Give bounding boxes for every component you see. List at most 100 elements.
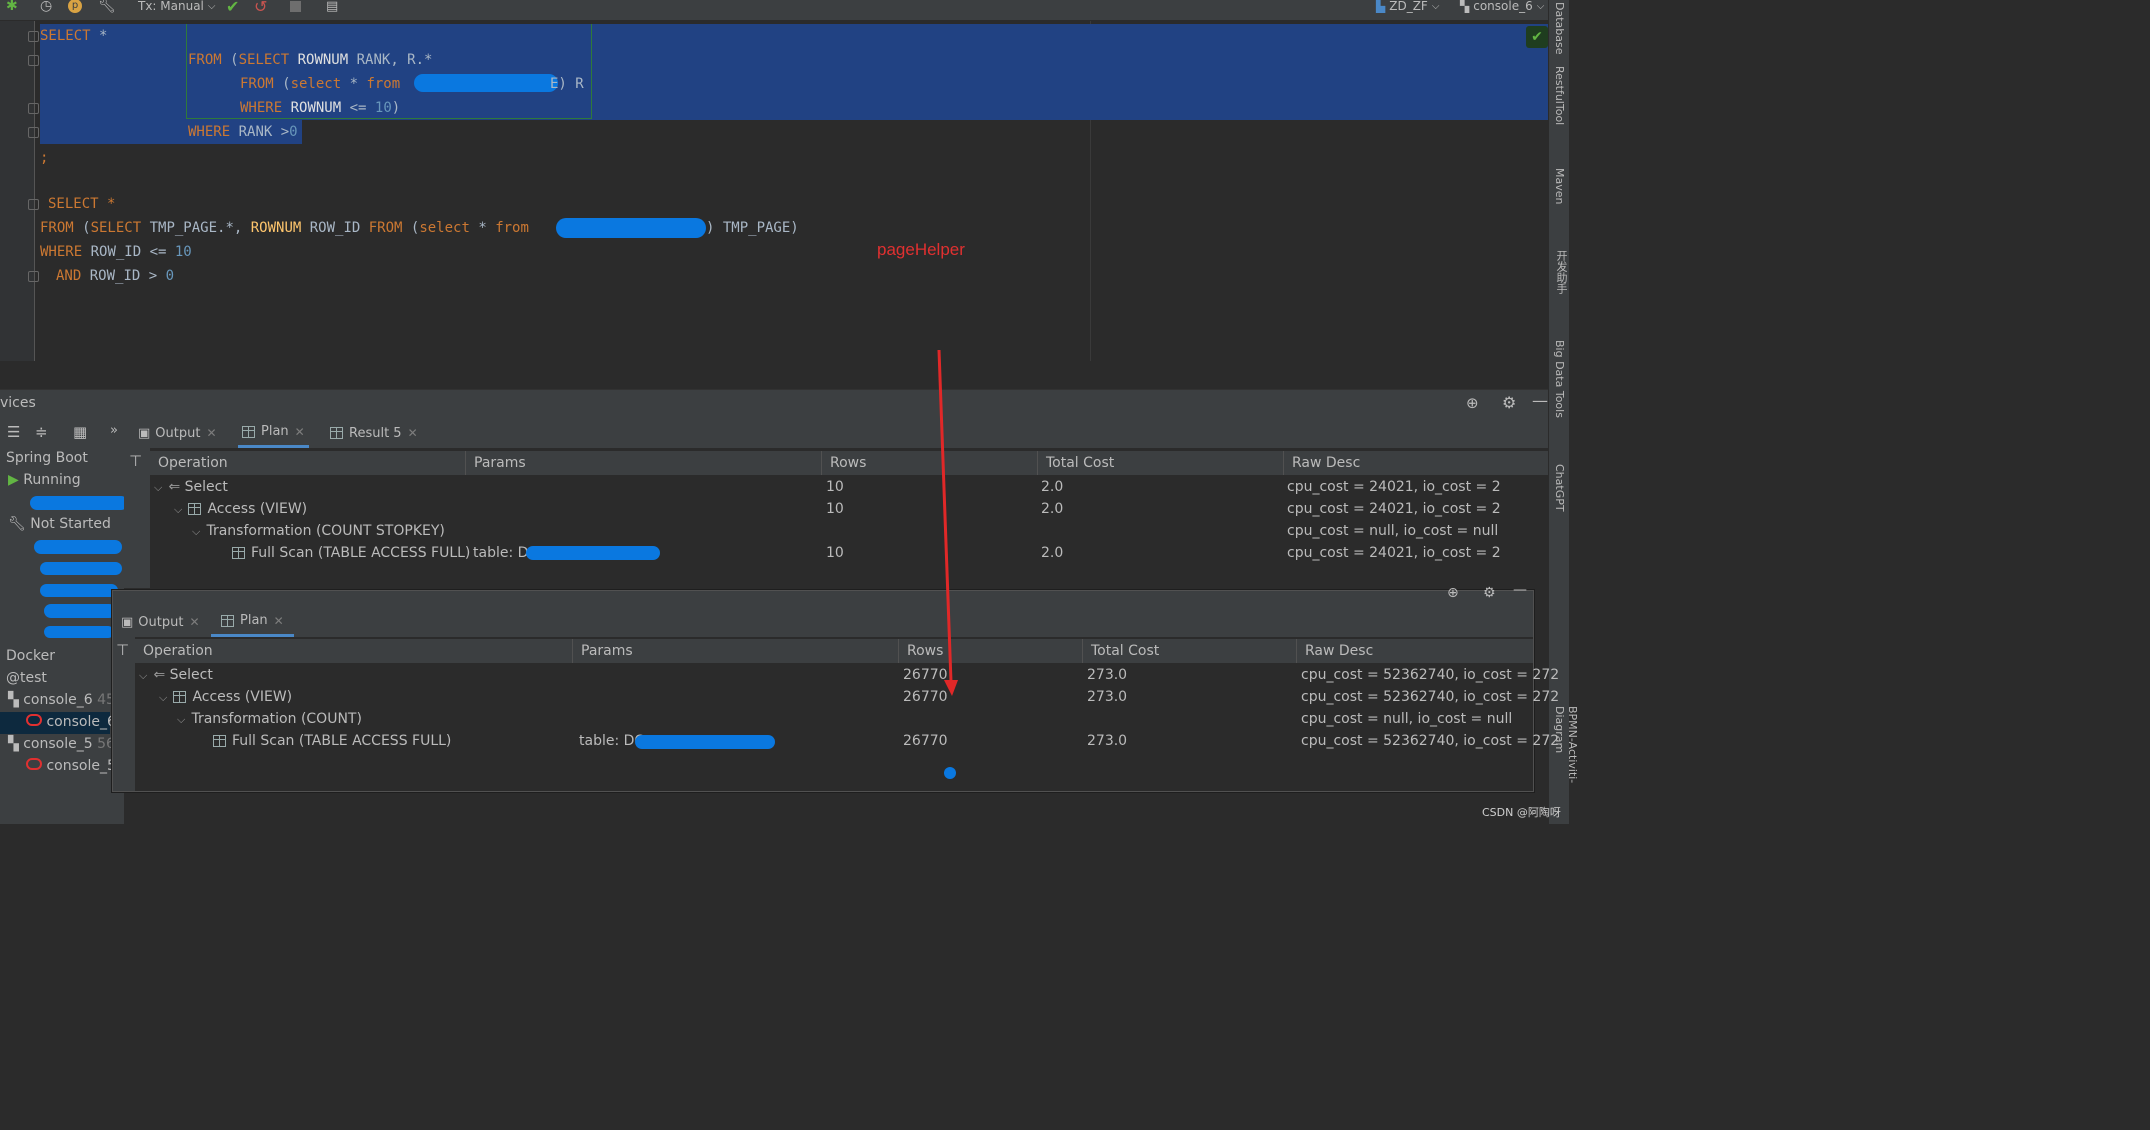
table-icon: [232, 547, 245, 559]
table-row[interactable]: ⌵ Transformation (COUNT STOPKEY) cpu_cos…: [192, 523, 1499, 539]
table-icon: [173, 691, 187, 703]
commit-icon[interactable]: ✔: [226, 0, 240, 16]
chevron-down-icon[interactable]: ⌵: [139, 669, 148, 682]
tab-result-5[interactable]: Result 5 ✕: [330, 418, 418, 448]
close-icon[interactable]: ✕: [407, 426, 418, 440]
redacted-table-name: [414, 74, 558, 92]
group-icon[interactable]: ▦: [73, 423, 88, 441]
col-rows[interactable]: Rows: [899, 639, 1083, 663]
services-tree: Spring Boot ▶ Running 🔧︎ Not Started Doc…: [0, 448, 128, 824]
fold-marker[interactable]: [28, 103, 39, 114]
tx-mode-dropdown[interactable]: Tx: Manual: [138, 0, 216, 16]
chevron-down-icon[interactable]: ⌵: [177, 713, 186, 726]
table-row[interactable]: Full Scan (TABLE ACCESS FULL) table: DC …: [135, 730, 1559, 752]
col-operation[interactable]: Operation: [150, 451, 466, 475]
oracle-icon: [26, 714, 42, 726]
fold-marker[interactable]: [28, 271, 39, 282]
selection-block-main: [40, 24, 591, 120]
fold-marker[interactable]: [28, 199, 39, 210]
gear-icon[interactable]: ⚙: [1502, 393, 1517, 412]
col-params[interactable]: Params: [573, 639, 899, 663]
table-row[interactable]: ⌵ ⇐ Select 26770 273.0 cpu_cost = 523627…: [139, 667, 1560, 683]
code-semicolon: ;: [40, 150, 49, 166]
close-icon[interactable]: ✕: [294, 424, 305, 439]
wrench-icon[interactable]: 🔧︎: [98, 0, 116, 14]
tool-bpmn[interactable]: BPMN-Activiti-Diagram: [1553, 706, 1579, 784]
redacted-table-name: [526, 546, 660, 560]
minimize-icon[interactable]: —: [1513, 582, 1527, 598]
col-params[interactable]: Params: [466, 451, 822, 475]
code-line-1: SELECT *: [40, 28, 108, 44]
tool-maven[interactable]: Maven: [1553, 168, 1566, 205]
col-raw-desc[interactable]: Raw Desc: [1305, 643, 1374, 659]
tree-console6[interactable]: console_6: [26, 714, 116, 730]
chevron-down-icon[interactable]: ⌵: [192, 525, 201, 538]
close-icon[interactable]: ✕: [206, 426, 217, 440]
schema-label: ZD_ZF: [1389, 0, 1428, 13]
code-line-3: FROM (select * from: [240, 76, 401, 92]
more-icon[interactable]: »: [110, 423, 118, 438]
table-row[interactable]: ⌵ Access (VIEW) 10 2.0 cpu_cost = 24021,…: [174, 501, 1501, 517]
gear-icon[interactable]: ⚙: [1483, 585, 1496, 601]
stop-icon[interactable]: [290, 0, 301, 16]
profile-icon[interactable]: p: [68, 0, 82, 13]
tool-database[interactable]: Database: [1553, 2, 1566, 55]
fold-marker[interactable]: [28, 127, 39, 138]
minimize-icon[interactable]: —: [1532, 391, 1548, 410]
tree-test[interactable]: @test: [6, 670, 47, 686]
tab-output[interactable]: ▣ Output ✕: [121, 614, 200, 630]
tool-restfultool[interactable]: RestfulTool: [1553, 66, 1566, 126]
expand-all-icon[interactable]: ☰: [7, 423, 21, 441]
tree-running[interactable]: ▶ Running: [8, 472, 81, 488]
col-total-cost[interactable]: Total Cost: [1083, 639, 1297, 663]
tab-plan[interactable]: Plan ✕: [211, 607, 294, 637]
rollback-icon[interactable]: ↺: [254, 0, 268, 16]
table-row[interactable]: ⌵ Transformation (COUNT) cpu_cost = null…: [177, 711, 1513, 727]
tree-console6-datasource[interactable]: ▚ console_6 45: [8, 692, 115, 708]
close-icon[interactable]: ✕: [189, 615, 200, 629]
fold-marker[interactable]: [28, 31, 39, 42]
tree-not-started[interactable]: 🔧︎ Not Started: [8, 516, 111, 532]
table-view-icon[interactable]: ▤: [326, 0, 339, 14]
col-total-cost[interactable]: Total Cost: [1038, 451, 1284, 475]
table-icon: [221, 614, 234, 627]
tree-console5[interactable]: console_5: [26, 758, 116, 774]
schema-selector[interactable]: ▙ ZD_ZF: [1376, 0, 1439, 16]
console-selector[interactable]: ▚ console_6: [1460, 0, 1544, 16]
table-icon: [330, 427, 343, 439]
crosshair-icon[interactable]: ⊕: [1466, 394, 1479, 412]
pin-columns-icon[interactable]: ⊤: [116, 641, 130, 659]
tool-big-data[interactable]: Big Data Tools: [1553, 340, 1566, 418]
col-raw-desc[interactable]: Raw Desc: [1292, 455, 1361, 471]
close-icon[interactable]: ✕: [273, 613, 284, 628]
redacted-service: [34, 540, 122, 554]
tab-plan[interactable]: Plan ✕: [238, 418, 309, 448]
output-icon: ▣: [121, 614, 134, 630]
crosshair-icon[interactable]: ⊕: [1447, 585, 1459, 601]
tree-console5-datasource[interactable]: ▚ console_5 56: [8, 736, 115, 752]
tree-docker[interactable]: Docker: [6, 648, 56, 664]
tool-chatgpt[interactable]: ChatGPT: [1553, 464, 1566, 512]
pin-columns-icon[interactable]: ⊤: [129, 452, 143, 470]
services-toolbar: ☰ ≑ ▦ »: [0, 418, 124, 448]
chevron-down-icon[interactable]: ⌵: [174, 503, 183, 516]
table-row[interactable]: ⌵ Access (VIEW) 26770 273.0 cpu_cost = 5…: [159, 689, 1560, 705]
tool-dev-helper[interactable]: 开发助手: [1555, 250, 1568, 294]
redacted-table-name: [635, 735, 775, 749]
table-row[interactable]: ⌵ ⇐ Select 10 2.0 cpu_cost = 24021, io_c…: [154, 479, 1501, 495]
back-arrow-icon: ⇐: [153, 667, 166, 683]
inspection-ok-icon[interactable]: ✔: [1526, 26, 1548, 48]
tree-spring-boot[interactable]: Spring Boot: [6, 450, 88, 466]
col-rows[interactable]: Rows: [822, 451, 1038, 475]
collapse-all-icon[interactable]: ≑: [35, 423, 48, 441]
history-icon[interactable]: ◷: [40, 0, 53, 14]
fold-marker[interactable]: [28, 55, 39, 66]
debug-icon[interactable]: ✱: [6, 0, 18, 14]
chevron-down-icon[interactable]: ⌵: [159, 691, 168, 704]
services-title-bar: vices ⊕ ⚙ —: [0, 389, 1548, 419]
chevron-down-icon[interactable]: ⌵: [154, 481, 163, 494]
table-row[interactable]: Full Scan (TABLE ACCESS FULL) table: DC …: [150, 542, 1548, 564]
col-operation[interactable]: Operation: [135, 639, 573, 663]
code-q2-where: WHERE ROW_ID <= 10: [40, 244, 192, 260]
tab-output[interactable]: ▣ Output ✕: [138, 425, 217, 441]
